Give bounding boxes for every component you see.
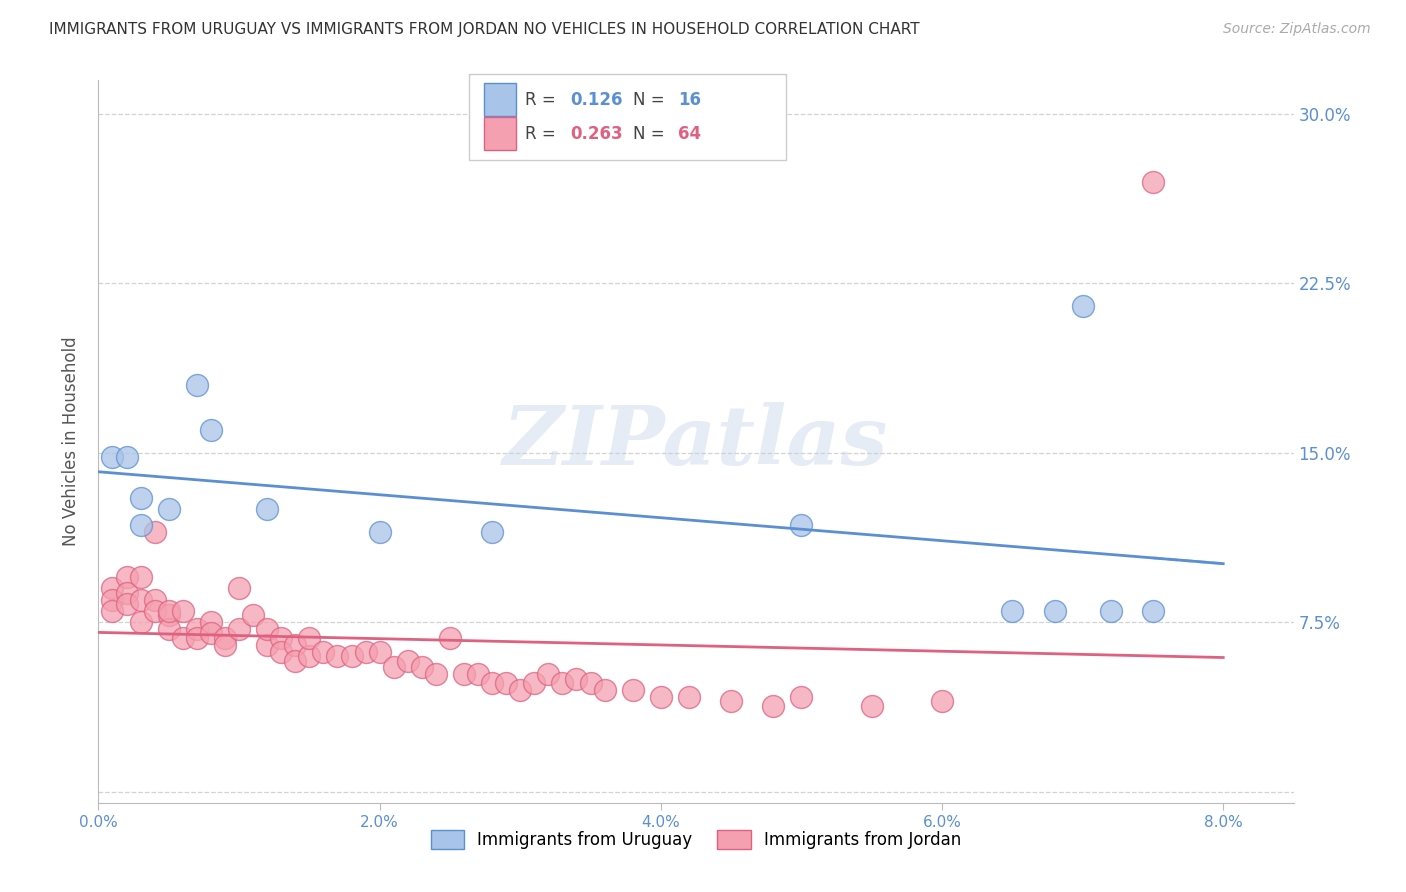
Point: [593, 682, 616, 697]
Point: [200, 615, 222, 630]
Text: R =: R =: [524, 91, 561, 109]
Point: [270, 644, 292, 658]
Y-axis label: No Vehicles in Household: No Vehicles in Household: [62, 336, 80, 547]
Point: [481, 676, 503, 690]
Text: 64: 64: [678, 125, 702, 143]
Point: [368, 644, 391, 658]
Text: R =: R =: [524, 125, 561, 143]
Point: [101, 592, 124, 607]
Point: [186, 622, 208, 636]
Point: [186, 631, 208, 645]
Point: [860, 698, 883, 713]
Text: Source: ZipAtlas.com: Source: ZipAtlas.com: [1223, 22, 1371, 37]
Point: [186, 378, 208, 392]
Point: [115, 570, 138, 584]
Point: [157, 604, 180, 618]
Point: [439, 631, 461, 645]
Point: [326, 648, 349, 663]
FancyBboxPatch shape: [470, 75, 786, 160]
Text: N =: N =: [633, 125, 669, 143]
Point: [790, 690, 813, 704]
Point: [481, 524, 503, 539]
Point: [256, 638, 278, 652]
Point: [495, 676, 517, 690]
Point: [129, 570, 152, 584]
Point: [256, 622, 278, 636]
Point: [284, 654, 307, 668]
Text: N =: N =: [633, 91, 669, 109]
Point: [621, 682, 644, 697]
Point: [678, 690, 700, 704]
Point: [157, 502, 180, 516]
Point: [200, 626, 222, 640]
Point: [720, 694, 742, 708]
Text: IMMIGRANTS FROM URUGUAY VS IMMIGRANTS FROM JORDAN NO VEHICLES IN HOUSEHOLD CORRE: IMMIGRANTS FROM URUGUAY VS IMMIGRANTS FR…: [49, 22, 920, 37]
Point: [298, 648, 321, 663]
Point: [129, 615, 152, 630]
Text: 0.126: 0.126: [571, 91, 623, 109]
Point: [256, 502, 278, 516]
Point: [157, 622, 180, 636]
Point: [340, 648, 363, 663]
Point: [453, 667, 475, 681]
Point: [1142, 175, 1164, 189]
Point: [115, 597, 138, 611]
Point: [396, 654, 419, 668]
Point: [650, 690, 672, 704]
Point: [200, 423, 222, 437]
FancyBboxPatch shape: [485, 117, 516, 151]
Point: [270, 631, 292, 645]
Point: [101, 450, 124, 465]
Point: [157, 608, 180, 623]
Point: [565, 672, 588, 686]
Legend: Immigrants from Uruguay, Immigrants from Jordan: Immigrants from Uruguay, Immigrants from…: [425, 823, 967, 856]
Point: [115, 586, 138, 600]
Point: [1142, 604, 1164, 618]
Point: [368, 524, 391, 539]
Point: [762, 698, 785, 713]
Point: [298, 631, 321, 645]
Point: [143, 524, 166, 539]
Point: [129, 491, 152, 505]
Point: [411, 660, 433, 674]
Point: [172, 631, 194, 645]
Point: [214, 638, 236, 652]
Text: ZIPatlas: ZIPatlas: [503, 401, 889, 482]
Point: [579, 676, 602, 690]
Point: [551, 676, 574, 690]
FancyBboxPatch shape: [485, 83, 516, 116]
Point: [1043, 604, 1066, 618]
Point: [143, 592, 166, 607]
Point: [143, 604, 166, 618]
Point: [284, 638, 307, 652]
Point: [790, 518, 813, 533]
Point: [523, 676, 546, 690]
Point: [537, 667, 560, 681]
Point: [467, 667, 489, 681]
Text: 0.263: 0.263: [571, 125, 623, 143]
Point: [382, 660, 405, 674]
Point: [101, 604, 124, 618]
Text: 16: 16: [678, 91, 702, 109]
Point: [228, 622, 250, 636]
Point: [242, 608, 264, 623]
Point: [312, 644, 335, 658]
Point: [129, 518, 152, 533]
Point: [425, 667, 447, 681]
Point: [931, 694, 953, 708]
Point: [129, 592, 152, 607]
Point: [101, 582, 124, 596]
Point: [1001, 604, 1024, 618]
Point: [1071, 299, 1094, 313]
Point: [172, 604, 194, 618]
Point: [228, 582, 250, 596]
Point: [509, 682, 531, 697]
Point: [1099, 604, 1122, 618]
Point: [214, 631, 236, 645]
Point: [354, 644, 377, 658]
Point: [115, 450, 138, 465]
